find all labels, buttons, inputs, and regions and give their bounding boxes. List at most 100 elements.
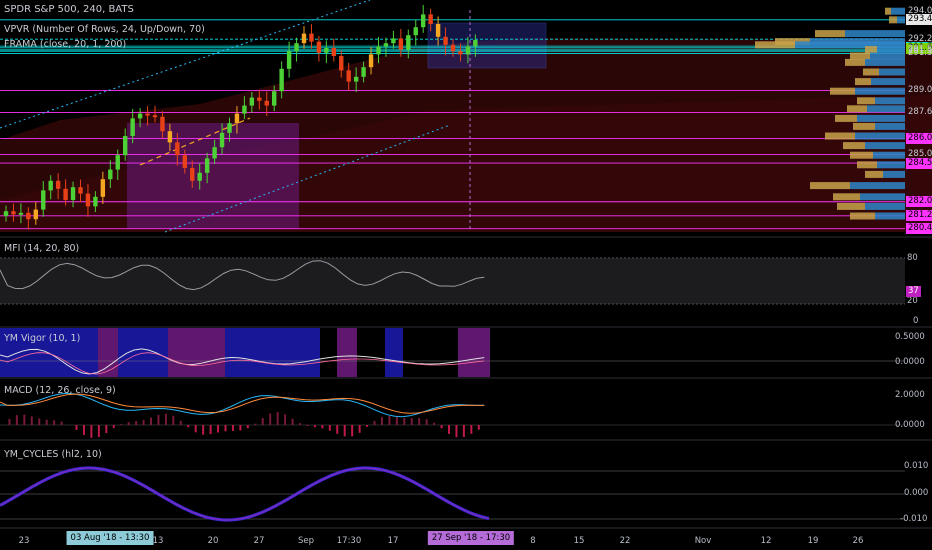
candle-body — [3, 211, 9, 216]
volume-profile-bar-up — [883, 170, 905, 178]
candle-body — [152, 115, 158, 118]
volume-profile-bar-down — [853, 122, 875, 130]
macd-axis-2: 2.0000 — [895, 390, 925, 400]
vigor-block — [98, 328, 118, 377]
candle-body — [272, 91, 277, 106]
volume-profile-bar-up — [865, 58, 905, 66]
candle-body — [190, 168, 195, 181]
x-tick: 23 — [18, 536, 30, 546]
candle-body — [167, 131, 173, 143]
candle-body — [108, 169, 113, 180]
candle-body — [353, 76, 359, 82]
volume-profile-bar-up — [875, 97, 905, 105]
mfi-label[interactable]: MFI (14, 20, 80) — [4, 243, 80, 254]
trend-line-upper — [0, 0, 371, 129]
macd-axis-0: 0.0000 — [895, 420, 925, 430]
volume-profile-bar-up — [877, 46, 905, 54]
volume-profile-bar-down — [833, 193, 860, 201]
candle-body — [11, 211, 16, 215]
volume-profile-bar-down — [810, 182, 850, 190]
volume-profile-bar-down — [843, 142, 865, 150]
symbol-title[interactable]: SPDR S&P 500, 240, BATS — [4, 4, 134, 15]
candle-body — [324, 48, 329, 53]
candle-body — [18, 212, 24, 215]
crosshair-date-2: 27 Sep '18 - 17:30 — [427, 531, 515, 545]
volume-profile-bar-up — [891, 7, 905, 15]
volume-profile-bar-down — [857, 161, 877, 169]
candle-body — [473, 40, 478, 47]
vigor-block — [168, 328, 225, 377]
candle-body — [383, 43, 389, 47]
vigor-block — [385, 328, 403, 377]
vigor-block — [118, 328, 168, 377]
vigor-block — [337, 328, 357, 377]
cycles-line-overlay — [0, 467, 490, 521]
candle-body — [93, 196, 98, 207]
candle-body — [249, 97, 255, 106]
candle-body — [70, 187, 76, 200]
candle-body — [33, 209, 38, 220]
vigor-label[interactable]: YM Vigor (10, 1) — [4, 333, 81, 344]
price-scale-tag: 291.67 — [906, 42, 932, 54]
cycles-axis-0: 0.000 — [904, 488, 929, 498]
x-tick: 27 — [253, 536, 265, 546]
candle-body — [234, 113, 240, 124]
price-scale-tag: 284.51 — [906, 157, 932, 169]
candle-body — [227, 123, 232, 133]
candle-body — [301, 33, 307, 44]
candle-body — [257, 97, 262, 101]
candle-body — [130, 118, 135, 136]
candle-body — [316, 41, 322, 53]
candle-body — [212, 147, 217, 159]
volume-profile-bar-down — [847, 105, 867, 113]
candle-body — [242, 105, 247, 114]
frama-label[interactable]: FRAMA (close, 20, 1, 200) — [4, 39, 127, 50]
volume-profile-bar-up — [873, 151, 905, 159]
candle-body — [204, 158, 210, 173]
volume-profile-bar-up — [860, 193, 905, 201]
price-scale-tag: 287.67 — [908, 106, 932, 117]
x-tick: 17 — [387, 536, 399, 546]
x-tick: 12 — [760, 536, 772, 546]
vpvr-label[interactable]: VPVR (Number Of Rows, 24, Up/Down, 70) — [4, 24, 205, 35]
x-tick: 15 — [573, 536, 585, 546]
price-scale-tag: 291.58 — [908, 44, 932, 55]
candle-body — [309, 33, 314, 42]
mfi-axis-20: 20 — [907, 296, 918, 306]
candle-body — [160, 116, 165, 132]
macd-signal-line — [0, 393, 485, 414]
candle-body — [197, 172, 202, 181]
candle-body — [398, 38, 404, 50]
candle-body — [406, 35, 411, 50]
cycles-label[interactable]: YM_CYCLES (hl2, 10) — [4, 449, 102, 460]
candle-body — [346, 70, 351, 82]
x-tick: 19 — [807, 536, 819, 546]
candle-body — [443, 36, 448, 45]
volume-profile-bar-up — [850, 182, 905, 190]
crosshair-date-1: 03 Aug '18 - 13:30 — [66, 531, 154, 545]
price-scale-tag: 291.50 — [908, 45, 932, 56]
price-scale-tag: 292.25 — [908, 33, 932, 44]
vigor-signal — [0, 352, 485, 375]
candle-body — [26, 212, 31, 220]
price-scale-tag: 293.46 — [906, 14, 932, 26]
candle-body — [115, 155, 120, 170]
macd-label[interactable]: MACD (12, 26, close, 9) — [4, 385, 116, 396]
x-tick: 8 — [530, 536, 536, 546]
candle-body — [361, 67, 366, 77]
candle-body — [450, 44, 456, 52]
candle-body — [145, 113, 150, 116]
volume-profile-bar-down — [863, 68, 879, 76]
x-tick: 17:30 — [336, 536, 362, 546]
candle-body — [175, 142, 180, 156]
candle-body — [55, 180, 61, 189]
volume-profile-bar-down — [837, 202, 865, 210]
vigor-axis-0: 0.0000 — [895, 357, 925, 367]
vigor-block — [225, 328, 320, 377]
candle-body — [137, 113, 143, 119]
volume-profile-bar-up — [871, 78, 905, 86]
volume-profile-bar-down — [850, 52, 870, 60]
vigor-block — [0, 328, 98, 377]
volume-profile-bar-down — [850, 151, 873, 159]
